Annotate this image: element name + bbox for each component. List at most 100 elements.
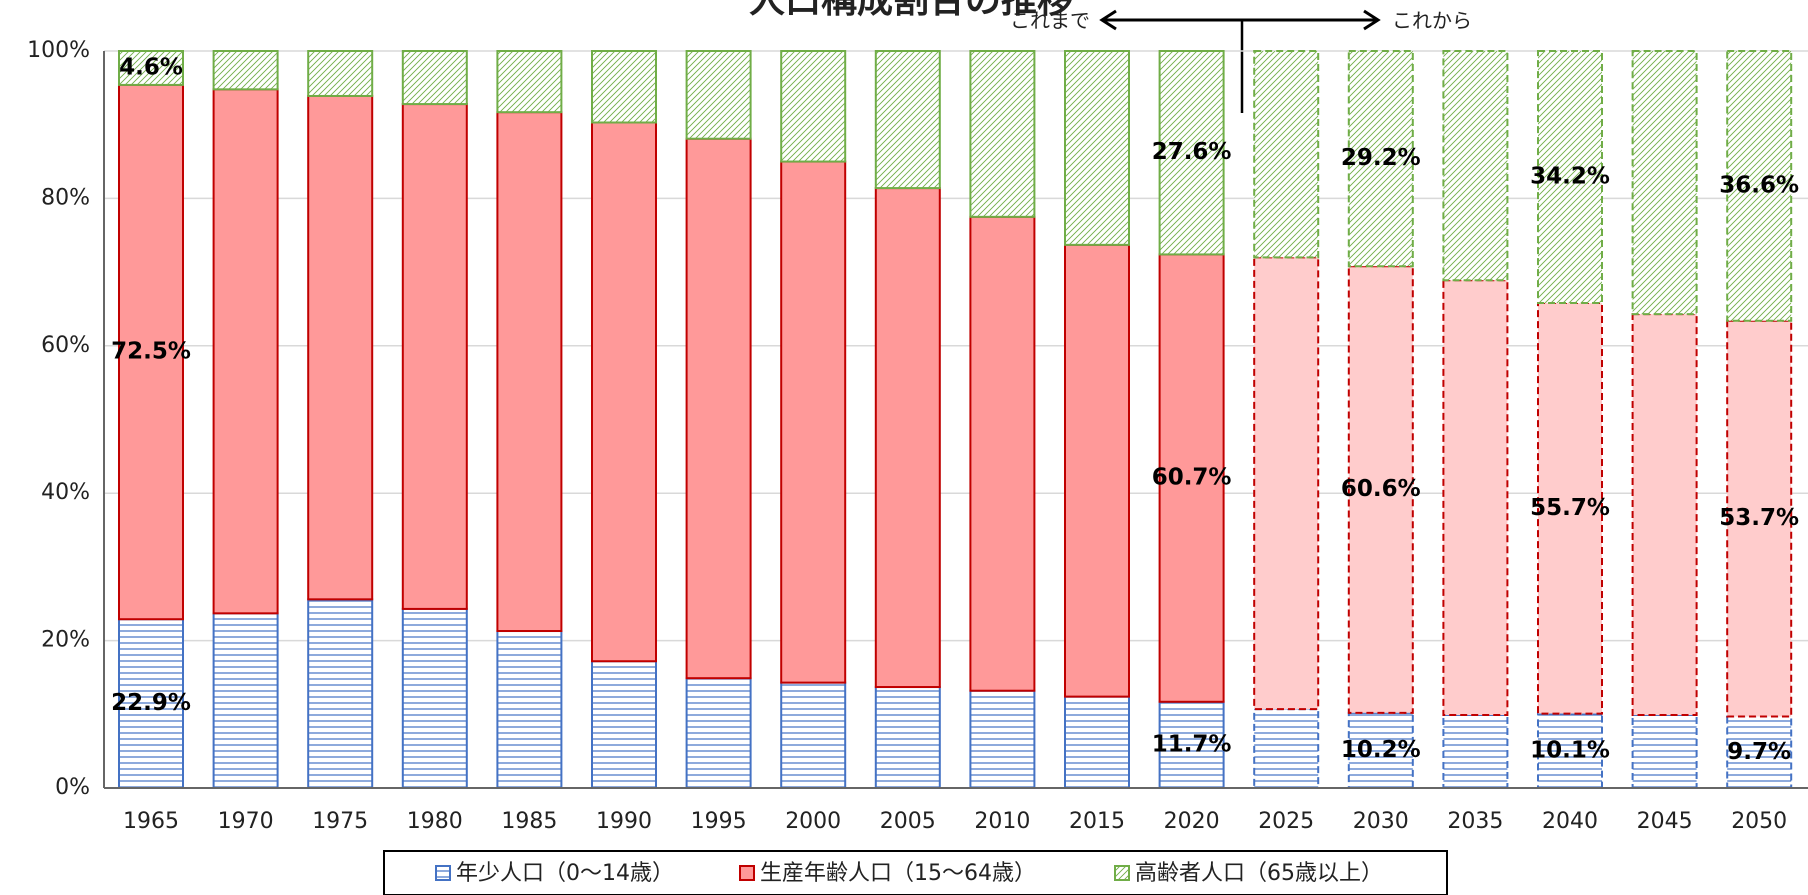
bar-segment [1631, 714, 1698, 789]
value-label: 11.7% [1152, 731, 1232, 757]
bar-segment [780, 50, 847, 163]
value-label: 4.6% [119, 54, 183, 80]
x-tick-label: 1970 [218, 809, 274, 834]
x-tick-label: 1985 [501, 809, 557, 834]
x-tick-label: 2045 [1637, 809, 1693, 834]
y-tick-label: 0% [55, 775, 90, 800]
x-tick-label: 2030 [1353, 809, 1409, 834]
bar-segment [591, 121, 657, 663]
x-tick-label: 2020 [1164, 809, 1220, 834]
bar-segment [1537, 50, 1603, 305]
bar-segment [591, 660, 657, 790]
bar-segment [307, 94, 374, 601]
bar-segment [969, 689, 1036, 789]
bar-segment [1347, 50, 1414, 268]
bar-segment [685, 50, 752, 140]
bar-segment [685, 677, 752, 790]
legend-label: 生産年齢人口（15～64歳） [760, 861, 1036, 886]
bar-segment [496, 50, 563, 114]
bar-segment [1442, 279, 1509, 717]
bar-segment [969, 50, 1036, 218]
arrow-head [1099, 9, 1381, 31]
bar-segment [496, 111, 563, 633]
bar-segment [874, 187, 941, 689]
value-label: 27.6% [1152, 139, 1232, 165]
bar-segment [212, 612, 279, 789]
legend-label: 年少人口（0～14歳） [456, 861, 674, 886]
value-label: 10.1% [1530, 737, 1610, 763]
value-label: 29.2% [1341, 145, 1421, 171]
bar-segment [1064, 695, 1130, 789]
value-label: 34.2% [1530, 164, 1610, 190]
x-tick-label: 2005 [880, 809, 936, 834]
x-tick-label: 1980 [407, 809, 463, 834]
x-tick-label: 1990 [596, 809, 652, 834]
bar-segment [401, 607, 468, 789]
chart-title: 人口構成割合の推移 [749, 0, 1073, 21]
y-tick-label: 100% [27, 38, 90, 63]
y-tick-label: 20% [41, 628, 90, 653]
bar-segment [212, 88, 279, 615]
bar-segment [401, 103, 468, 610]
y-tick-label: 60% [41, 333, 90, 358]
bar-segment [118, 618, 184, 789]
x-tick-label: 2015 [1069, 809, 1125, 834]
bar-segment [1631, 313, 1698, 717]
annotation: これから [1392, 9, 1472, 33]
x-tick-label: 1995 [691, 809, 747, 834]
y-tick-label: 40% [41, 480, 90, 505]
legend-swatch [435, 865, 451, 881]
bar-segment [1347, 265, 1414, 714]
bar-segment [1158, 253, 1225, 703]
bar-segment [401, 50, 468, 106]
bar-segment [212, 50, 279, 91]
value-label: 72.5% [111, 339, 191, 365]
bar-segment [1158, 700, 1225, 789]
x-tick-label: 2040 [1542, 809, 1598, 834]
value-label: 60.6% [1341, 476, 1421, 502]
bar-segment [118, 83, 184, 621]
bar-segment [591, 50, 657, 124]
legend-swatch [739, 865, 755, 881]
bar-segment [1726, 50, 1793, 322]
bar-segment [1726, 319, 1793, 718]
legend-label: 高齢者人口（65歳以上） [1135, 861, 1383, 886]
x-tick-label: 2035 [1447, 809, 1503, 834]
value-label: 53.7% [1719, 505, 1799, 531]
bar-segment [118, 50, 184, 86]
bar-segment [874, 50, 941, 190]
bar-segment [685, 137, 752, 680]
value-label: 60.7% [1152, 465, 1232, 491]
bar-segment [307, 598, 374, 789]
y-tick-label: 80% [41, 185, 90, 210]
bar-segment [780, 160, 847, 684]
bar-segment [496, 630, 563, 789]
x-tick-label: 2010 [974, 809, 1030, 834]
bar-segment [969, 215, 1036, 692]
x-tick-label: 2050 [1731, 809, 1787, 834]
value-label: 55.7% [1530, 495, 1610, 521]
legend-swatch [1114, 865, 1130, 881]
annotation: これまで [1010, 9, 1090, 33]
x-tick-label: 1965 [123, 809, 179, 834]
bar-segment [307, 50, 374, 97]
bar-segment [780, 681, 847, 790]
bar-segment [1064, 243, 1130, 698]
value-label: 22.9% [111, 690, 191, 716]
x-tick-label: 2025 [1258, 809, 1314, 834]
bar-segment [1064, 50, 1130, 246]
bar-segment [1253, 50, 1320, 259]
value-label: 9.7% [1727, 739, 1791, 765]
bar-segment [1537, 302, 1603, 715]
bar-segment [1631, 50, 1698, 316]
bar-segment [1442, 50, 1509, 282]
value-label: 36.6% [1719, 172, 1799, 198]
value-label: 10.2% [1341, 737, 1421, 763]
bar-segment [1253, 708, 1320, 789]
bar-segment [1253, 256, 1320, 711]
legend [383, 850, 1448, 895]
bar-segment [1158, 50, 1225, 256]
bar-segment [1442, 714, 1509, 789]
x-tick-label: 2000 [785, 809, 841, 834]
